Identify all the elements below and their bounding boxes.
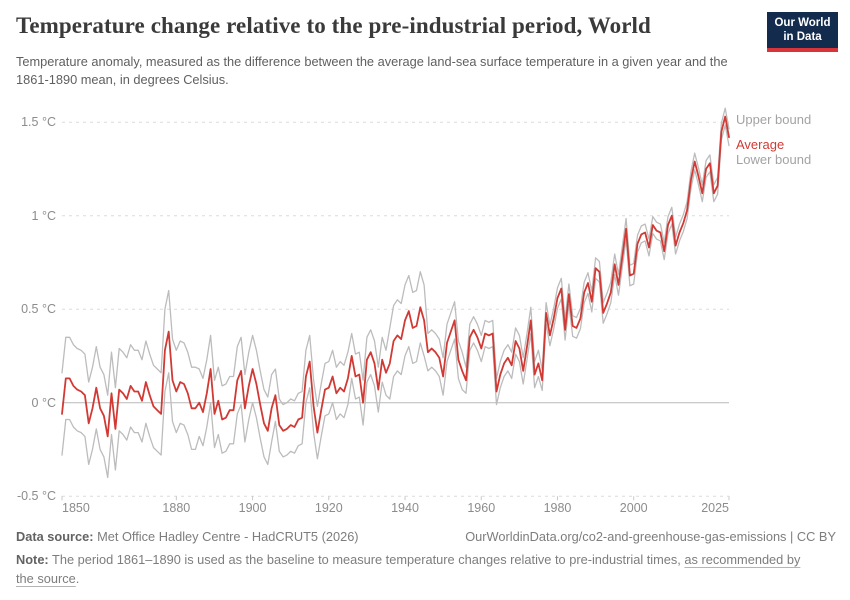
y-tick-label: 0 °C bbox=[31, 395, 56, 410]
x-tick-label: 1980 bbox=[543, 501, 572, 515]
page-title: Temperature change relative to the pre-i… bbox=[16, 13, 651, 38]
y-tick-label: -0.5 °C bbox=[16, 489, 56, 504]
owid-logo: Our World in Data bbox=[767, 12, 838, 52]
x-tick-label: 1920 bbox=[314, 501, 343, 515]
legend-lower-bound: Lower bound bbox=[736, 152, 812, 167]
credit-line: OurWorldinData.org/co2-and-greenhouse-ga… bbox=[465, 529, 836, 544]
data-source: Data source: Met Office Hadley Centre - … bbox=[16, 529, 359, 544]
footnote: Note: The period 1861–1890 is used as th… bbox=[16, 551, 818, 588]
x-tick-label: 1940 bbox=[391, 501, 419, 515]
x-tick-label: 1960 bbox=[467, 501, 496, 515]
owid-logo-line1: Our World bbox=[774, 16, 831, 29]
y-tick-label: 0.5 °C bbox=[21, 302, 56, 317]
y-tick-label: 1 °C bbox=[31, 208, 56, 223]
lower-bound-line bbox=[61, 124, 730, 479]
x-tick-label: 1900 bbox=[238, 501, 267, 515]
legend-average: Average bbox=[736, 137, 785, 152]
x-tick-label: 2000 bbox=[619, 501, 648, 515]
footer: Data source: Met Office Hadley Centre - … bbox=[16, 529, 836, 544]
note-label: Note: bbox=[16, 552, 49, 567]
upper-bound-line bbox=[61, 107, 730, 408]
x-tick-label: 1850 bbox=[62, 501, 90, 515]
note-text: The period 1861–1890 is used as the base… bbox=[48, 552, 685, 567]
x-tick-label: 1880 bbox=[162, 501, 191, 515]
y-tick-label: 1.5 °C bbox=[21, 115, 56, 130]
note-period: . bbox=[75, 570, 80, 586]
data-source-label: Data source: bbox=[16, 529, 94, 544]
legend-upper-bound: Upper bound bbox=[736, 112, 812, 127]
note-source-link[interactable]: as recommended by the source bbox=[16, 552, 801, 586]
x-tick-label: 2025 bbox=[701, 501, 729, 515]
data-source-value: Met Office Hadley Centre - HadCRUT5 (202… bbox=[93, 529, 359, 544]
owid-logo-line2: in Data bbox=[783, 31, 822, 43]
chart-subtitle: Temperature anomaly, measured as the dif… bbox=[16, 54, 728, 88]
average-line bbox=[61, 115, 730, 438]
